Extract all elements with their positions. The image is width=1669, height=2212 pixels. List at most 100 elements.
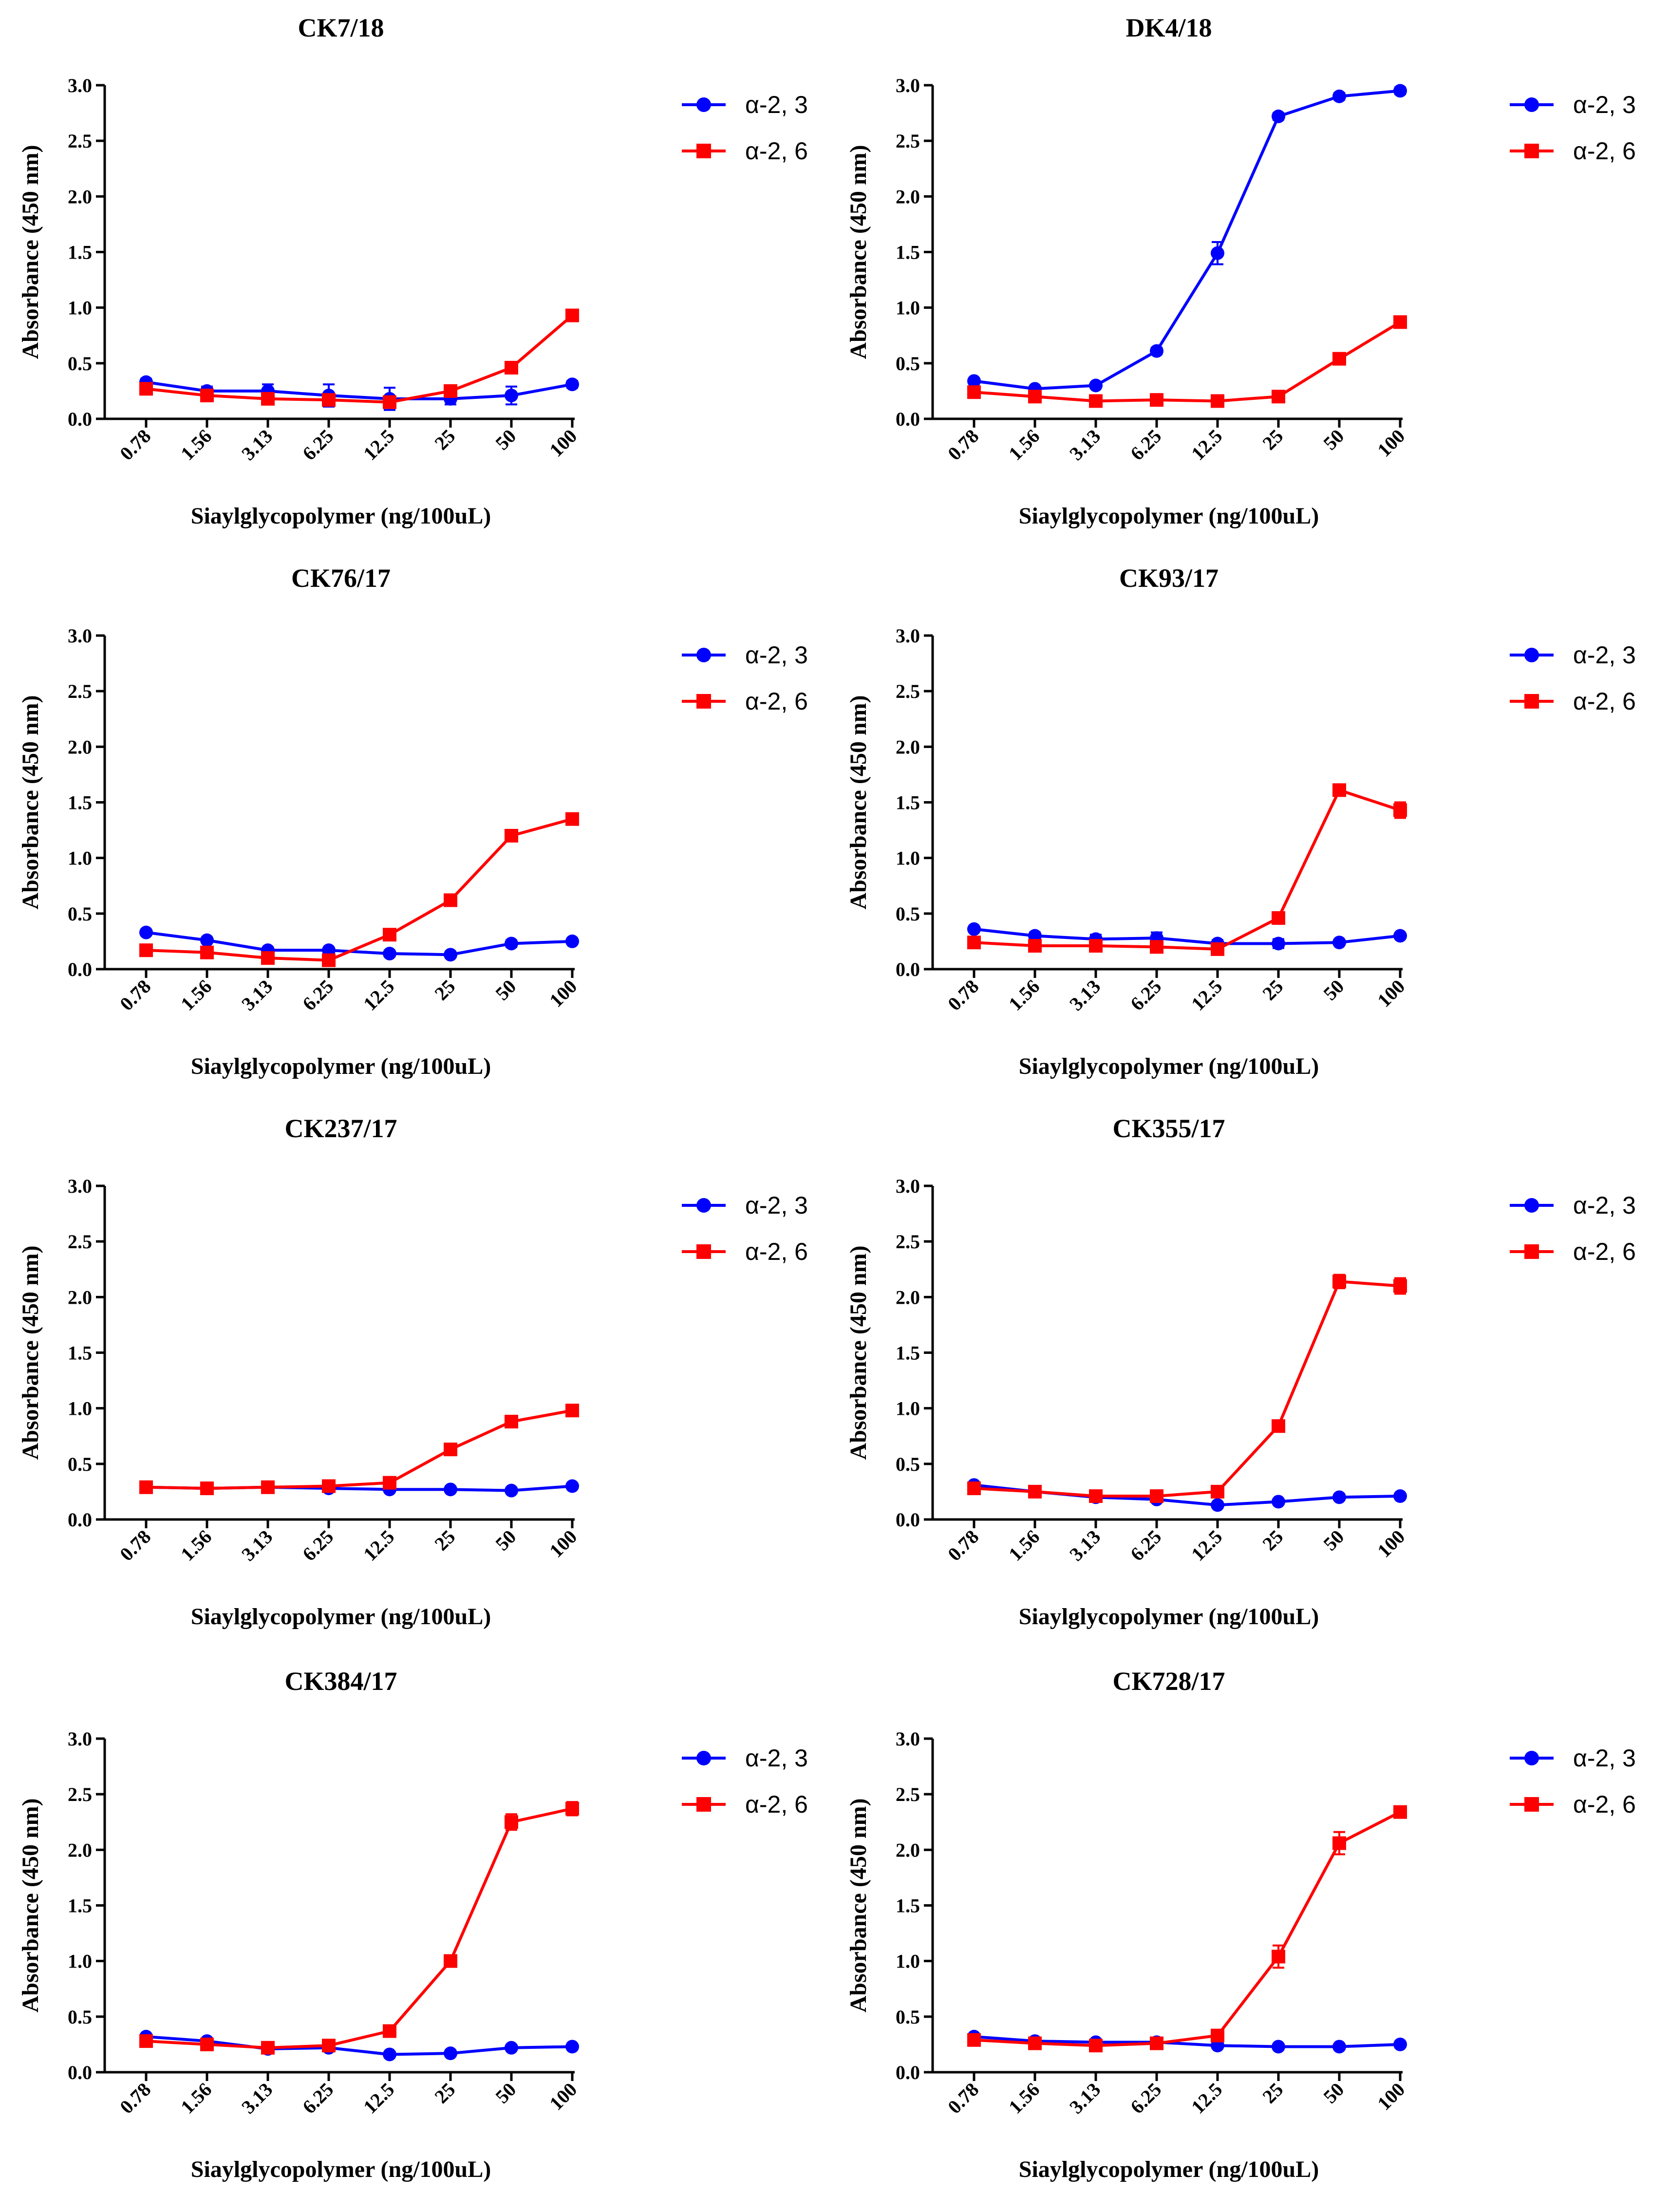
legend-entry: α-2, 3 [682, 1744, 808, 1772]
x-tick-label: 3.13 [237, 1526, 277, 1565]
data-point [1150, 344, 1163, 358]
y-tick-label: 0.5 [896, 353, 920, 375]
series-line [146, 2035, 573, 2056]
y-tick-label: 1.0 [896, 1950, 920, 1972]
y-tick-label: 1.5 [68, 1895, 92, 1917]
data-point [383, 2047, 396, 2062]
series-alpha-2-6 [967, 1805, 1407, 2053]
x-axis-label: Siaylglycopolymer (ng/100uL) [1019, 1053, 1319, 1079]
series-line [974, 1280, 1401, 1498]
x-tick-label: 1.56 [176, 425, 216, 465]
x-tick-label: 25 [1258, 1526, 1287, 1555]
data-point [444, 384, 457, 398]
data-point [1089, 2039, 1103, 2053]
legend-entry: α-2, 6 [682, 1238, 808, 1265]
y-tick-label: 0.5 [896, 903, 920, 925]
legend-label: α-2, 6 [745, 688, 808, 715]
chart-title: CK384/17 [284, 1667, 397, 1696]
y-tick-label: 2.5 [896, 1783, 920, 1805]
x-tick-label: 6.25 [1126, 2079, 1165, 2118]
x-tick-label: 6.25 [298, 975, 338, 1015]
x-axis-label: Siaylglycopolymer (ng/100uL) [1019, 503, 1319, 529]
data-point [1150, 940, 1163, 954]
data-point [444, 1443, 457, 1457]
data-point [1332, 783, 1346, 797]
y-tick-label: 0.5 [68, 353, 92, 375]
chart-title: DK4/18 [1125, 13, 1212, 42]
data-point [505, 829, 518, 843]
data-point [1089, 1489, 1103, 1503]
y-tick-label: 1.0 [68, 1950, 92, 1972]
data-point [1089, 378, 1103, 393]
y-tick-label: 3.0 [896, 625, 920, 647]
data-point [1393, 84, 1407, 98]
x-tick-label: 6.25 [298, 1526, 338, 1565]
legend-label: α-2, 6 [1573, 1791, 1636, 1818]
data-point [1332, 1836, 1346, 1850]
legend-label: α-2, 3 [1573, 1192, 1636, 1219]
y-tick-label: 3.0 [68, 75, 92, 96]
y-tick-label: 1.5 [896, 242, 920, 263]
legend-label: α-2, 3 [1573, 1744, 1636, 1772]
chart-panel-7: CK728/17 0.0 0.5 1.0 1.5 2.0 2.5 3.0 0.78 1.56 3.1… [845, 1667, 1636, 2182]
data-point [967, 2033, 981, 2047]
data-point [1332, 89, 1346, 103]
legend-label: α-2, 3 [1573, 641, 1636, 669]
data-point [139, 925, 153, 939]
x-tick-label: 1.56 [1004, 975, 1044, 1015]
y-axis-label: Absorbance (450 nm) [18, 1799, 43, 2013]
data-point [139, 382, 153, 396]
legend-entry: α-2, 6 [1510, 1791, 1636, 1818]
legend-marker [1524, 648, 1539, 662]
x-tick-label: 50 [491, 2079, 520, 2108]
legend-marker [696, 1797, 711, 1812]
data-point [1393, 315, 1407, 329]
data-point [1393, 803, 1407, 817]
legend-label: α-2, 6 [745, 1791, 808, 1818]
data-point [1150, 393, 1163, 407]
legend-marker [696, 648, 711, 662]
x-axis-label: Siaylglycopolymer (ng/100uL) [191, 503, 491, 529]
data-point [565, 377, 579, 392]
legend-label: α-2, 3 [745, 91, 808, 118]
x-tick-label: 100 [1373, 425, 1409, 461]
data-point [1272, 1950, 1285, 1964]
data-point [383, 2024, 396, 2038]
legend-label: α-2, 6 [1573, 688, 1636, 715]
data-point [1150, 2036, 1163, 2050]
data-point [261, 1480, 275, 1494]
y-tick-label: 0.0 [896, 408, 920, 430]
legend-entry: α-2, 6 [1510, 1238, 1636, 1265]
data-point [1272, 390, 1285, 404]
legend-entry: α-2, 6 [682, 137, 808, 165]
legend-label: α-2, 6 [1573, 1238, 1636, 1265]
x-tick-label: 3.13 [1065, 1526, 1105, 1565]
legend-label: α-2, 3 [1573, 91, 1636, 118]
x-tick-label: 1.56 [176, 1526, 216, 1565]
data-point [1272, 1495, 1285, 1509]
x-tick-label: 12.5 [1187, 425, 1226, 465]
data-point [1393, 1279, 1407, 1293]
legend-entry: α-2, 3 [1510, 1192, 1636, 1219]
y-tick-label: 0.5 [896, 2006, 920, 2028]
data-point [1332, 1275, 1346, 1289]
series-alpha-2-6 [967, 783, 1407, 956]
y-axis-label: Absorbance (450 nm) [18, 145, 43, 359]
y-tick-label: 0.5 [896, 1453, 920, 1475]
data-point [505, 1415, 518, 1429]
legend-entry: α-2, 6 [1510, 137, 1636, 165]
series-alpha-2-6 [139, 308, 579, 409]
series-alpha-2-6 [139, 1404, 579, 1496]
y-tick-label: 2.5 [68, 680, 92, 702]
y-axis-label: Absorbance (450 nm) [18, 1246, 43, 1460]
y-tick-label: 2.0 [896, 736, 920, 758]
data-point [967, 936, 981, 950]
y-tick-label: 1.0 [896, 1398, 920, 1420]
x-tick-label: 0.78 [943, 975, 983, 1015]
data-point [200, 1481, 214, 1496]
y-tick-label: 1.5 [68, 1342, 92, 1364]
data-point [1028, 939, 1042, 953]
legend-entry: α-2, 6 [682, 688, 808, 715]
data-point [565, 308, 579, 322]
data-point [444, 893, 457, 907]
